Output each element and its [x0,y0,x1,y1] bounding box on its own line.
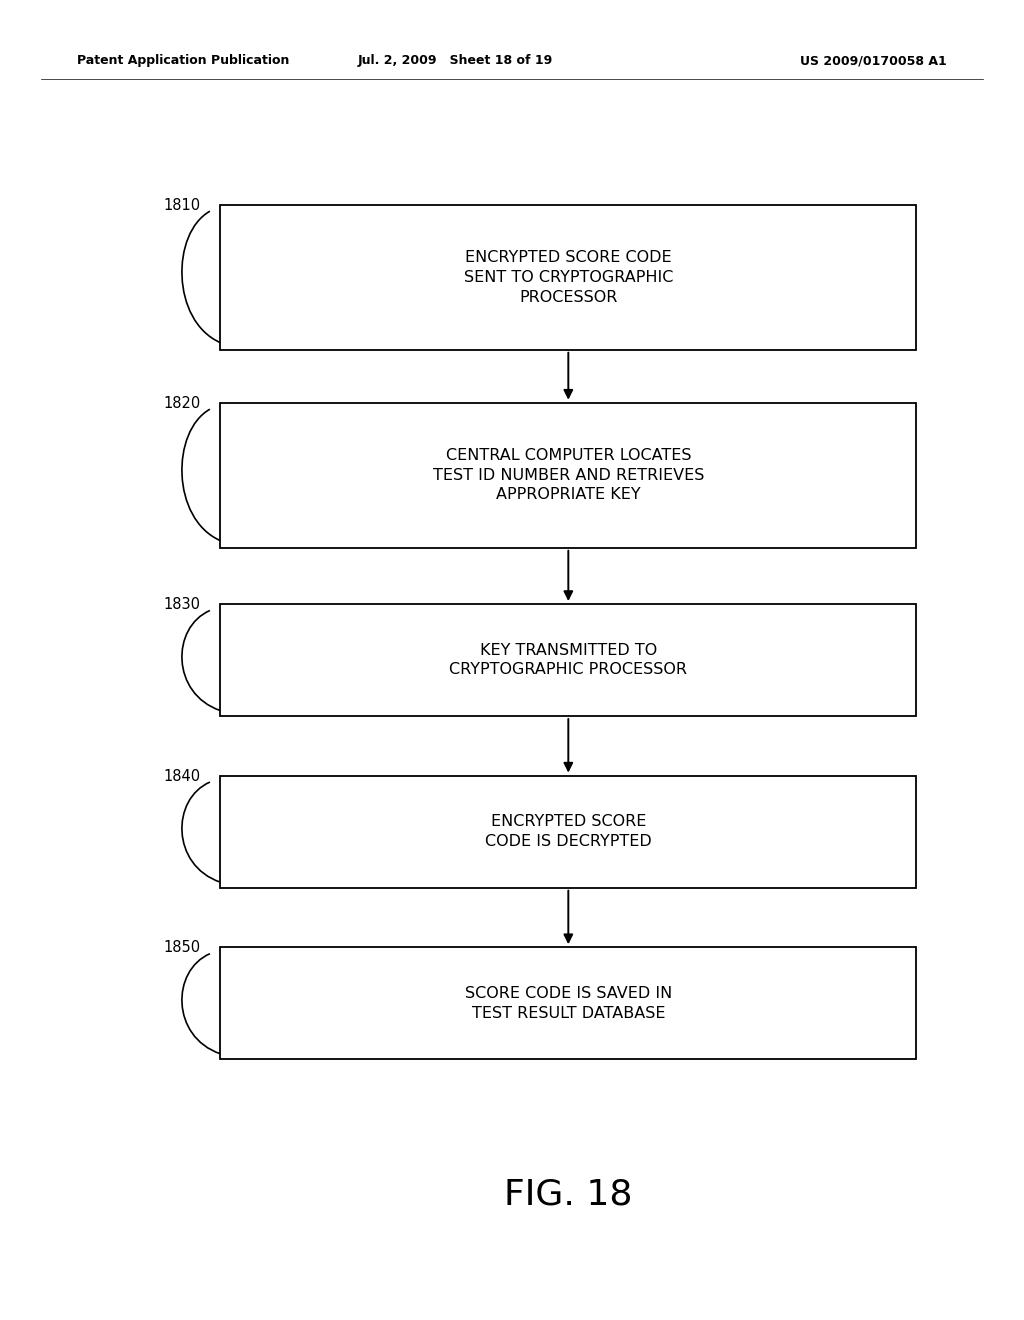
Text: ENCRYPTED SCORE CODE
SENT TO CRYPTOGRAPHIC
PROCESSOR: ENCRYPTED SCORE CODE SENT TO CRYPTOGRAPH… [464,249,673,305]
Text: 1840: 1840 [164,768,201,784]
Bar [220,776,916,887]
Bar [220,948,916,1059]
Bar [220,205,916,350]
Text: 1830: 1830 [164,597,201,612]
Text: ENCRYPTED SCORE
CODE IS DECRYPTED: ENCRYPTED SCORE CODE IS DECRYPTED [485,814,651,849]
Text: 1850: 1850 [164,940,201,956]
Text: Patent Application Publication: Patent Application Publication [77,54,289,67]
Text: 1820: 1820 [164,396,201,411]
Bar [220,403,916,548]
Text: 1810: 1810 [164,198,201,213]
Bar [220,605,916,715]
Text: US 2009/0170058 A1: US 2009/0170058 A1 [801,54,947,67]
Text: KEY TRANSMITTED TO
CRYPTOGRAPHIC PROCESSOR: KEY TRANSMITTED TO CRYPTOGRAPHIC PROCESS… [450,643,687,677]
Text: SCORE CODE IS SAVED IN
TEST RESULT DATABASE: SCORE CODE IS SAVED IN TEST RESULT DATAB… [465,986,672,1020]
Text: FIG. 18: FIG. 18 [504,1177,633,1212]
Text: CENTRAL COMPUTER LOCATES
TEST ID NUMBER AND RETRIEVES
APPROPRIATE KEY: CENTRAL COMPUTER LOCATES TEST ID NUMBER … [432,447,705,503]
Text: Jul. 2, 2009   Sheet 18 of 19: Jul. 2, 2009 Sheet 18 of 19 [358,54,553,67]
